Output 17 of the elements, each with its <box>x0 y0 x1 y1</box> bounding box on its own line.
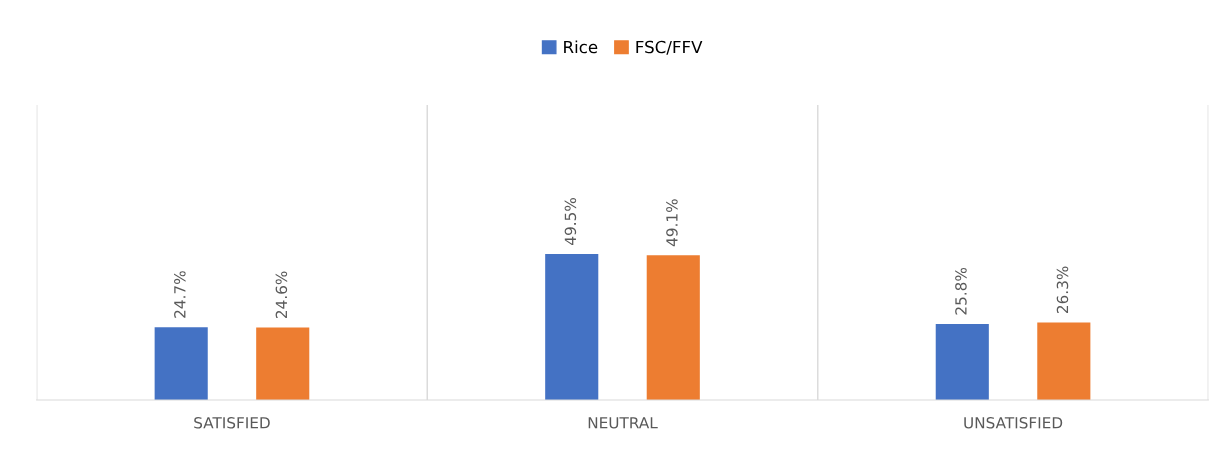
bar <box>1037 322 1091 401</box>
bar <box>154 327 208 401</box>
bar <box>646 255 700 401</box>
x-tick-label: UNSATISFIED <box>964 417 1063 429</box>
legend-label: FSC/FFV <box>636 40 703 55</box>
data-label: 49.5% <box>564 198 577 245</box>
bar <box>935 323 989 401</box>
bar <box>545 254 599 401</box>
data-label: 24.6% <box>275 271 288 319</box>
x-tick-label: NEUTRAL <box>588 417 658 429</box>
legend-label: Rice <box>564 40 598 54</box>
x-tick-label: SATISFIED <box>194 417 270 429</box>
bar <box>256 327 310 401</box>
data-label: 49.1% <box>666 199 678 247</box>
data-label: 24.7% <box>174 271 186 318</box>
data-label: 26.3% <box>1056 266 1069 314</box>
data-label: 25.8% <box>955 267 967 315</box>
